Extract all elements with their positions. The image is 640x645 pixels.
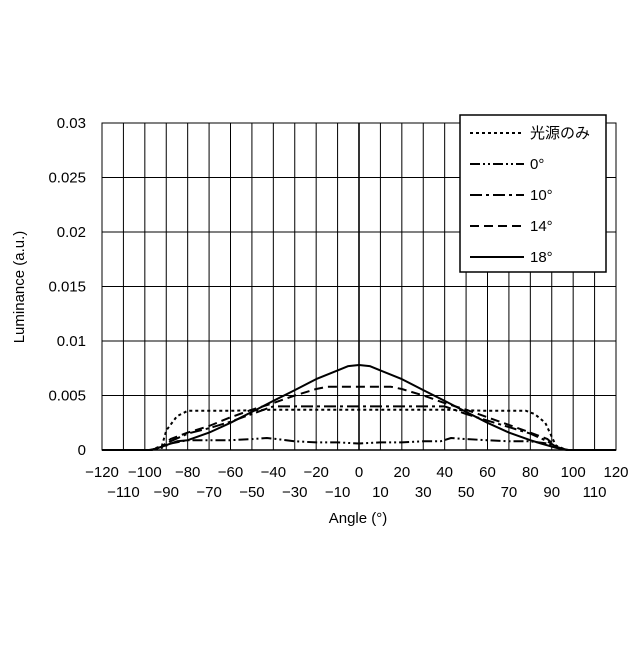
x-tick-label-upper: 0 [355,464,363,481]
y-tick-label: 0.02 [57,224,86,241]
x-tick-label-lower: 70 [501,484,518,501]
y-tick-label: 0.03 [57,115,86,132]
legend-label-2: 10° [530,187,553,204]
x-tick-label-lower: 50 [458,484,475,501]
x-tick-label-upper: 60 [479,464,496,481]
y-tick-label: 0.01 [57,333,86,350]
x-tick-label-upper: −100 [128,464,162,481]
x-tick-label-upper: −40 [261,464,286,481]
x-tick-label-upper: −80 [175,464,200,481]
x-tick-label-upper: −20 [303,464,328,481]
x-tick-label-lower: −10 [325,484,350,501]
y-tick-label: 0.005 [48,388,86,405]
x-tick-label-upper: −120 [85,464,119,481]
x-tick-label-upper: 80 [522,464,539,481]
x-tick-label-lower: −70 [196,484,221,501]
x-tick-label-lower: −90 [154,484,179,501]
y-tick-label: 0 [78,442,86,459]
x-tick-label-lower: 110 [583,484,607,501]
legend-label-1: 0° [530,156,544,173]
y-tick-label: 0.015 [48,279,86,296]
x-axis-title: Angle (°) [329,510,388,527]
x-tick-label-upper: 100 [561,464,586,481]
x-tick-label-lower: 90 [543,484,560,501]
legend: 光源のみ 0° 10° 14° 18° [460,115,606,272]
x-tick-label-upper: −60 [218,464,243,481]
x-tick-label-lower: −30 [282,484,307,501]
legend-label-4: 18° [530,249,553,266]
legend-label-3: 14° [530,218,553,235]
x-tick-label-lower: −110 [107,484,140,501]
x-tick-label-lower: 30 [415,484,432,501]
x-tick-label-upper: 20 [393,464,410,481]
x-tick-label-upper: 120 [603,464,628,481]
y-axis-title: Luminance (a.u.) [11,231,28,344]
legend-label-0: 光源のみ [530,125,590,142]
x-tick-label-lower: −50 [239,484,264,501]
y-tick-label: 0.025 [48,170,86,187]
x-tick-label-lower: 10 [372,484,389,501]
x-tick-label-upper: 40 [436,464,453,481]
